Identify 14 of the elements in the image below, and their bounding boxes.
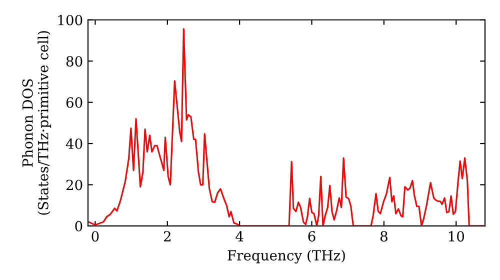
x-axis-title: Frequency (THz) <box>228 250 345 264</box>
x-tick-label: 6 <box>308 231 316 242</box>
y-tick-label: 80 <box>66 56 82 67</box>
x-tick-label: 0 <box>92 231 99 242</box>
y-tick-label: 60 <box>66 97 82 108</box>
x-tick-label: 8 <box>380 231 388 242</box>
x-tick-label: 2 <box>164 231 170 242</box>
x-tick-label: 10 <box>448 231 464 242</box>
y-tick-label: 40 <box>66 138 82 149</box>
y-tick-label: 100 <box>58 14 82 26</box>
x-tick-label: 4 <box>236 231 244 242</box>
y-tick-label: 0 <box>75 220 82 232</box>
y-tick-label: 20 <box>66 180 82 190</box>
y-axis-title: Phonon DOS (States/THz·primitive cell) <box>22 31 52 215</box>
